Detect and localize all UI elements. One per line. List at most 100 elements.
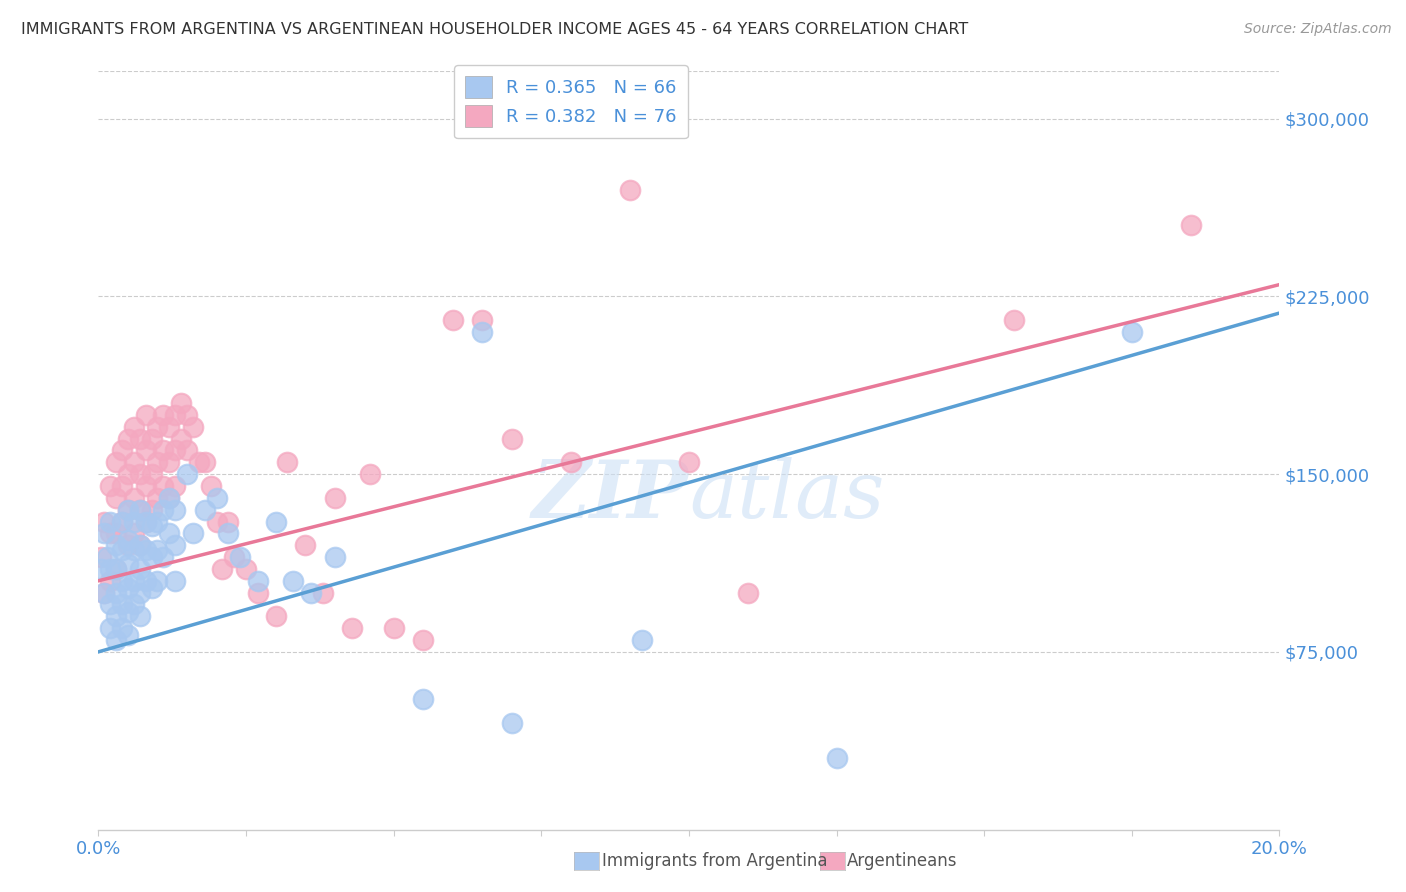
Point <box>146 515 169 529</box>
Point <box>441 313 464 327</box>
Point <box>323 550 346 565</box>
Point <box>825 751 848 765</box>
Point <box>246 574 269 588</box>
Point <box>181 419 204 434</box>
Point <box>98 526 121 541</box>
Point <box>501 715 523 730</box>
Point <box>170 432 193 446</box>
Point <box>157 419 180 434</box>
Point <box>211 562 233 576</box>
Point <box>157 455 180 469</box>
Point <box>117 502 139 516</box>
Point <box>128 432 150 446</box>
Point <box>93 526 115 541</box>
Point <box>141 581 163 595</box>
Point <box>122 598 145 612</box>
Point <box>117 502 139 516</box>
Point <box>135 408 157 422</box>
Point <box>122 419 145 434</box>
Point <box>128 562 150 576</box>
Point <box>299 585 322 599</box>
Point <box>122 491 145 505</box>
Point <box>165 574 187 588</box>
Point <box>98 479 121 493</box>
Point <box>217 515 239 529</box>
Point <box>117 605 139 619</box>
Point <box>276 455 298 469</box>
Point <box>200 479 222 493</box>
Text: Source: ZipAtlas.com: Source: ZipAtlas.com <box>1244 22 1392 37</box>
Point <box>152 408 174 422</box>
Point <box>128 502 150 516</box>
Text: Immigrants from Argentina: Immigrants from Argentina <box>602 852 827 870</box>
Point <box>359 467 381 482</box>
Point <box>176 467 198 482</box>
Point <box>90 562 112 576</box>
Point <box>630 633 652 648</box>
Point <box>122 574 145 588</box>
Point <box>471 313 494 327</box>
Point <box>93 585 115 599</box>
Point <box>128 609 150 624</box>
Point <box>294 538 316 552</box>
Point <box>117 628 139 642</box>
Point <box>111 479 134 493</box>
Point <box>152 479 174 493</box>
Point <box>98 574 121 588</box>
Point <box>181 526 204 541</box>
Point <box>105 633 128 648</box>
Point <box>117 581 139 595</box>
Point <box>246 585 269 599</box>
Point <box>412 633 434 648</box>
Point <box>165 538 187 552</box>
Point <box>264 609 287 624</box>
Point <box>128 585 150 599</box>
Point <box>501 432 523 446</box>
Point <box>135 574 157 588</box>
Legend: R = 0.365   N = 66, R = 0.382   N = 76: R = 0.365 N = 66, R = 0.382 N = 76 <box>454 65 688 138</box>
Point <box>122 515 145 529</box>
Point <box>146 543 169 558</box>
Point <box>312 585 335 599</box>
Point <box>283 574 305 588</box>
Point <box>152 502 174 516</box>
Point <box>111 574 134 588</box>
Text: ZIP: ZIP <box>531 458 689 534</box>
Point <box>105 562 128 576</box>
Point <box>117 467 139 482</box>
Point <box>98 515 121 529</box>
Point <box>128 467 150 482</box>
Point <box>471 325 494 339</box>
Point <box>165 408 187 422</box>
Point <box>176 408 198 422</box>
Point <box>93 515 115 529</box>
Point <box>105 585 128 599</box>
Point <box>141 432 163 446</box>
Point <box>187 455 209 469</box>
Point <box>111 621 134 635</box>
Point <box>1121 325 1143 339</box>
Point <box>737 585 759 599</box>
Point <box>122 526 145 541</box>
Point <box>412 692 434 706</box>
Point <box>105 491 128 505</box>
Point <box>105 538 128 552</box>
Point <box>135 543 157 558</box>
Point <box>157 491 180 505</box>
Point <box>146 574 169 588</box>
Point <box>382 621 405 635</box>
Point <box>224 550 246 565</box>
Point <box>111 515 134 529</box>
Point <box>146 491 169 505</box>
Point <box>135 515 157 529</box>
Point <box>152 550 174 565</box>
Text: IMMIGRANTS FROM ARGENTINA VS ARGENTINEAN HOUSEHOLDER INCOME AGES 45 - 64 YEARS C: IMMIGRANTS FROM ARGENTINA VS ARGENTINEAN… <box>21 22 969 37</box>
Point <box>111 515 134 529</box>
Point <box>165 502 187 516</box>
Point <box>111 543 134 558</box>
Point <box>98 598 121 612</box>
Point <box>323 491 346 505</box>
Point <box>141 519 163 533</box>
Point <box>98 562 121 576</box>
Point <box>141 467 163 482</box>
